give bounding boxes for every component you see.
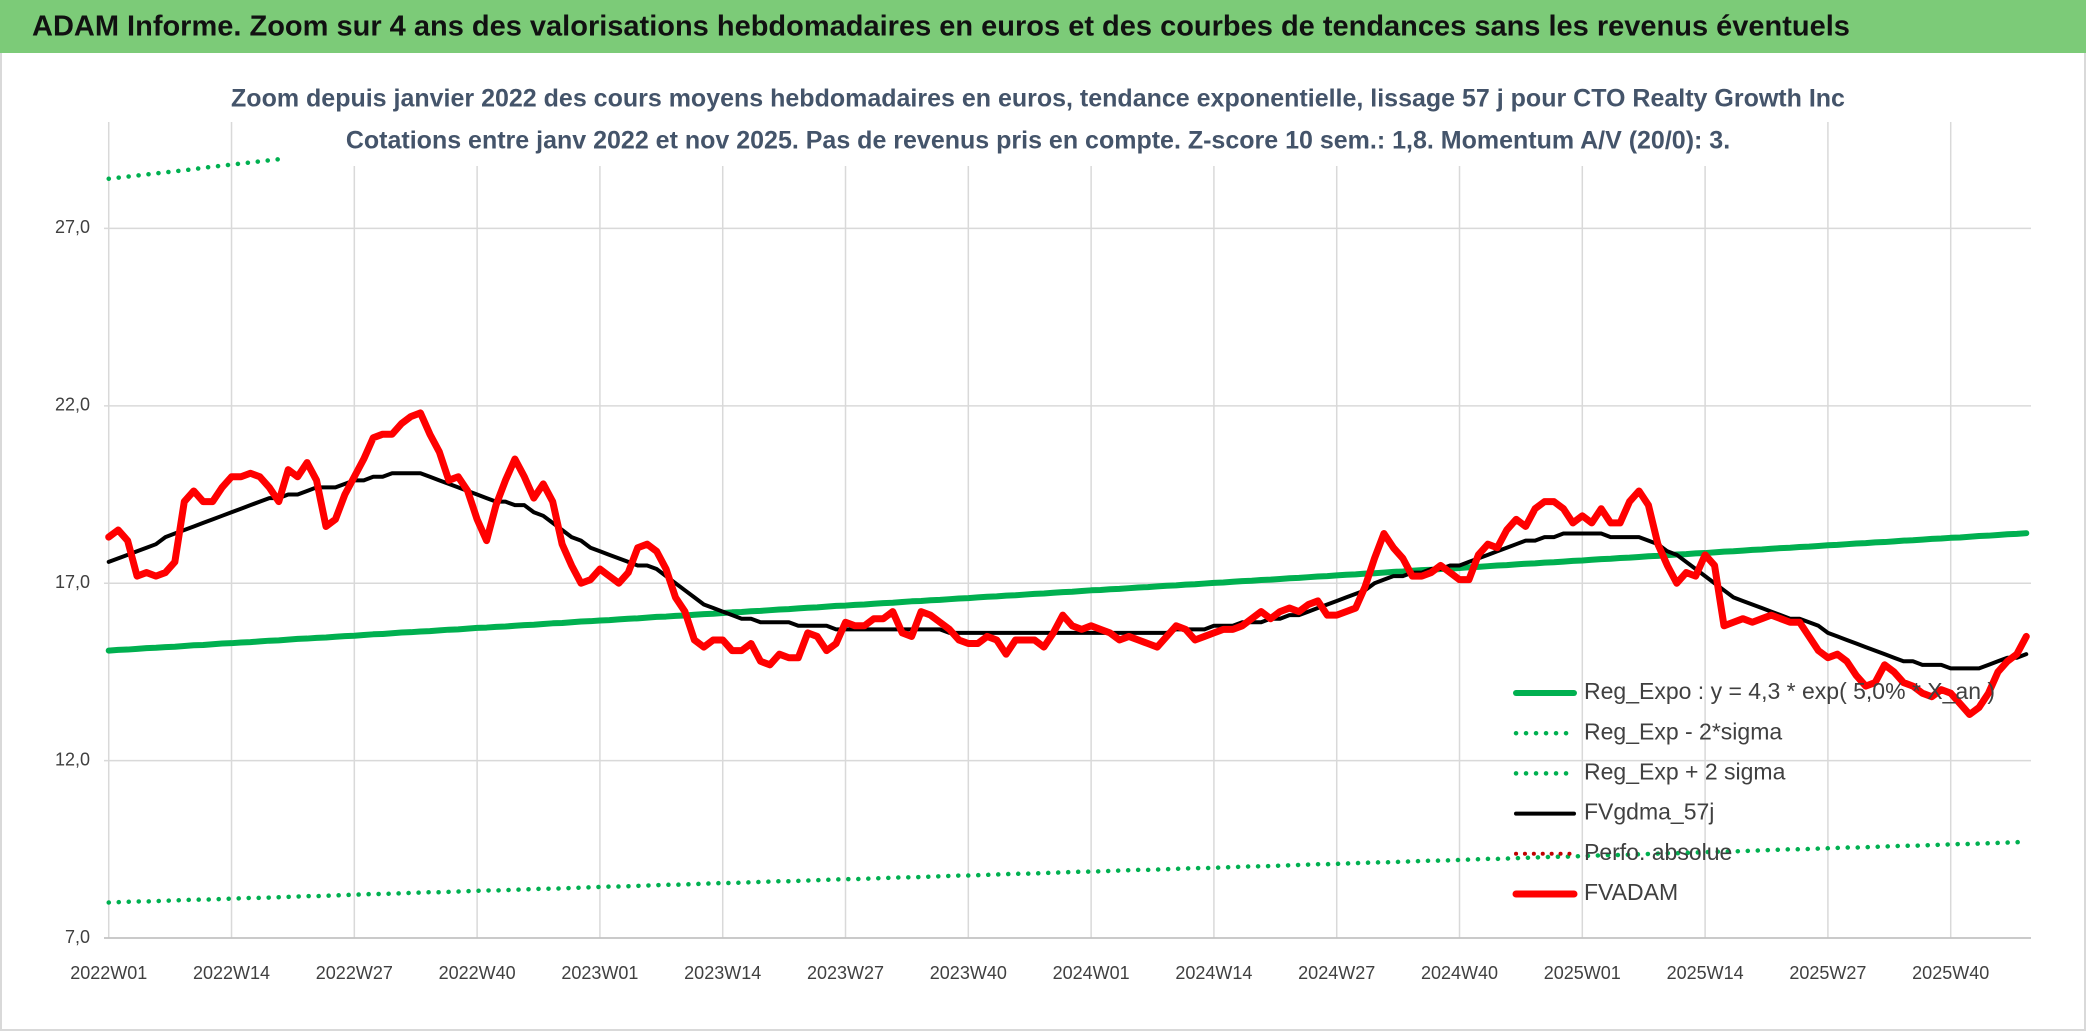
- header-title: ADAM Informe. Zoom sur 4 ans des valoris…: [32, 11, 1850, 43]
- legend-label: FVgdma_57j: [1584, 799, 1714, 825]
- chart-title: Zoom depuis janvier 2022 des cours moyen…: [231, 85, 1845, 113]
- series-line: [106, 471, 2029, 671]
- x-tick-label: 2024W27: [1298, 963, 1375, 983]
- x-tick-label: 2024W14: [1175, 963, 1252, 983]
- chart-subtitle: Cotations entre janv 2022 et nov 2025. P…: [346, 127, 1730, 155]
- y-tick-label: 12,0: [55, 749, 90, 769]
- legend-label: Reg_Expo : y = 4,3 * exp( 5,0% * X_an ): [1584, 678, 1995, 704]
- series-line: [105, 409, 2030, 718]
- x-tick-label: 2023W40: [930, 963, 1007, 983]
- y-tick-label: 7,0: [65, 927, 90, 947]
- x-tick-label: 2023W01: [561, 963, 638, 983]
- legend-label: FVADAM: [1584, 879, 1678, 905]
- grid: [104, 122, 2031, 939]
- legend-label: Reg_Exp - 2*sigma: [1584, 718, 1782, 744]
- axes: 7,0 12,0 17,0 22,0 27,0 2022W01 2022W14 2022W27…: [55, 217, 2031, 983]
- x-tick-label: 2024W40: [1421, 963, 1498, 983]
- legend-label: Reg_Exp + 2 sigma: [1584, 758, 1786, 784]
- y-tick-label: 17,0: [55, 572, 90, 592]
- legend: Reg_Expo : y = 4,3 * exp( 5,0% * X_an ) R…: [1512, 678, 1995, 905]
- x-tick-label: 2022W27: [316, 963, 393, 983]
- x-tick-label: 2025W14: [1667, 963, 1744, 983]
- x-tick-label: 2022W40: [439, 963, 516, 983]
- title-box: [280, 74, 1795, 166]
- y-tick-label: 22,0: [55, 395, 90, 415]
- x-tick-label: 2022W01: [70, 963, 147, 983]
- x-tick-label: 2025W27: [1789, 963, 1866, 983]
- legend-label: Perfo. absolue: [1584, 839, 1732, 865]
- y-tick-label: 27,0: [55, 217, 90, 237]
- series-line: [106, 839, 2029, 905]
- x-tick-label: 2025W40: [1912, 963, 1989, 983]
- x-tick-label: 2024W01: [1053, 963, 1130, 983]
- x-tick-label: 2023W27: [807, 963, 884, 983]
- header-bar: [0, 0, 2086, 53]
- x-tick-label: 2023W14: [684, 963, 761, 983]
- x-tick-label: 2025W01: [1544, 963, 1621, 983]
- x-tick-label: 2022W14: [193, 963, 270, 983]
